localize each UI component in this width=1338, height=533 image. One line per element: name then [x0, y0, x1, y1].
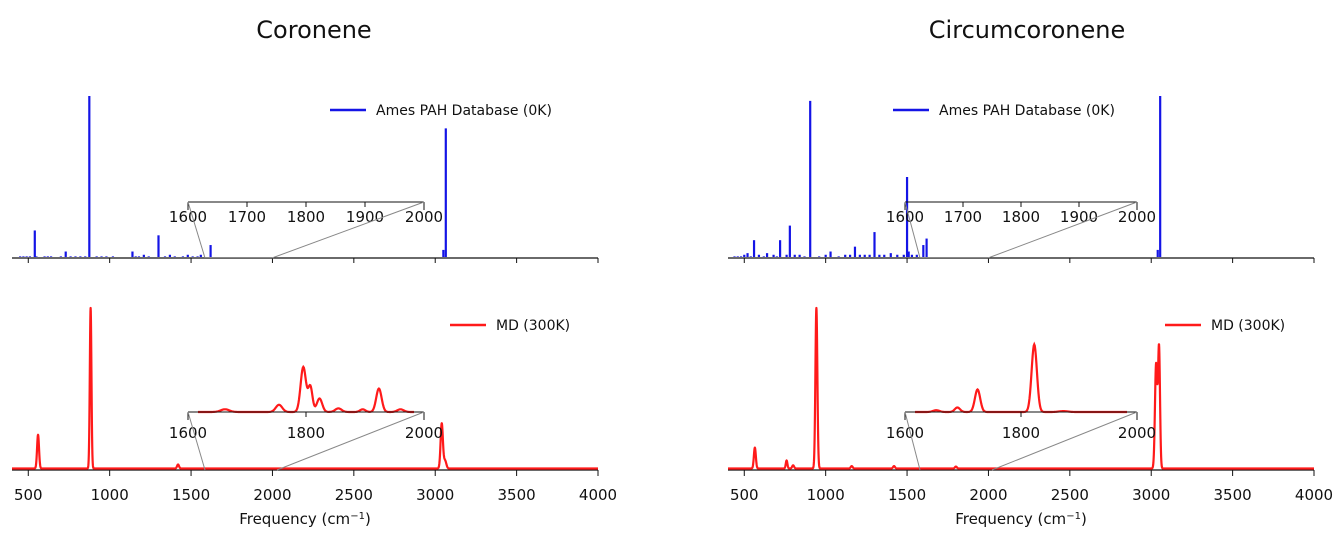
inset-top-connector-right [987, 201, 1138, 259]
inset-top-tick-label: 1800 [287, 208, 325, 226]
inset-top-tick-label: 1900 [346, 208, 384, 226]
inset-bottom-connector-left [187, 411, 206, 471]
inset-top-connector-right [271, 201, 425, 259]
x-axis-label-close: ) [1081, 510, 1087, 528]
legend-label-ames: Ames PAH Database (0K) [939, 103, 1115, 119]
x-axis-label: Frequency (cm−1) [955, 510, 1087, 528]
inset-top-tick-label: 1700 [944, 208, 982, 226]
inset-top-tick-label: 1600 [169, 208, 207, 226]
x-tick-label: 3500 [1214, 486, 1252, 504]
inset-bottom-tick-label: 2000 [1118, 424, 1156, 442]
inset-top-tick-label: 1700 [228, 208, 266, 226]
md-spectrum-line [727, 306, 1315, 470]
x-tick-label: 4000 [1295, 486, 1333, 504]
x-tick-label: 2500 [335, 486, 373, 504]
circumcoronene-plot: Ames PAH Database (0K) 1600 1700 1800 1900 20… [727, 96, 1333, 528]
x-axis-label-close: ) [365, 510, 371, 528]
x-tick-label: 1000 [807, 486, 845, 504]
x-tick-label: 2500 [1051, 486, 1089, 504]
inset-top-connector-left [904, 201, 921, 259]
inset-bottom-tick-label: 1600 [886, 424, 924, 442]
circumcoronene-title: Circumcoronene [929, 16, 1125, 44]
inset-bottom-connector-left [904, 411, 921, 471]
inset-bottom-connector-right [276, 411, 425, 471]
x-axis-label-sup: −1 [350, 511, 365, 522]
inset-top-tick-label: 1900 [1060, 208, 1098, 226]
x-tick-label: 1000 [91, 486, 129, 504]
x-axis-label-main: Frequency (cm [955, 510, 1066, 528]
inset-bottom-tick-label: 1600 [169, 424, 207, 442]
inset-bottom-connector-right [991, 411, 1138, 471]
inset-top-tick-label: 1800 [1002, 208, 1040, 226]
x-axis-label-main: Frequency (cm [239, 510, 350, 528]
inset-bottom-tick-label: 2000 [405, 424, 443, 442]
x-tick-label: 1500 [172, 486, 210, 504]
md-spectrum-line [11, 306, 599, 470]
coronene-plot: Ames PAH Database (0K) 1600 1700 1800 1900 20… [11, 96, 617, 528]
x-axis-label: Frequency (cm−1) [239, 510, 371, 528]
x-tick-label: 1500 [888, 486, 926, 504]
x-tick-label: 3500 [498, 486, 536, 504]
legend-label-md: MD (300K) [1211, 318, 1285, 334]
legend-label-md: MD (300K) [496, 318, 570, 334]
inset-bottom-tick-label: 1800 [287, 424, 325, 442]
x-tick-label: 4000 [579, 486, 617, 504]
inset-top-tick-label: 2000 [1118, 208, 1156, 226]
inset-md-line [198, 364, 414, 414]
x-tick-label: 2000 [253, 486, 291, 504]
inset-md-line [915, 341, 1127, 414]
x-tick-label: 3000 [416, 486, 454, 504]
coronene-title: Coronene [256, 16, 371, 44]
x-tick-label: 3000 [1132, 486, 1170, 504]
inset-top-tick-label: 1600 [886, 208, 924, 226]
inset-bottom-tick-label: 1800 [1002, 424, 1040, 442]
x-tick-label: 500 [730, 486, 759, 504]
inset-top-connector-left [187, 201, 206, 259]
x-axis-label-sup: −1 [1066, 511, 1081, 522]
legend-label-ames: Ames PAH Database (0K) [376, 103, 552, 119]
inset-top-tick-label: 2000 [405, 208, 443, 226]
x-tick-label: 2000 [969, 486, 1007, 504]
x-tick-label: 500 [14, 486, 43, 504]
